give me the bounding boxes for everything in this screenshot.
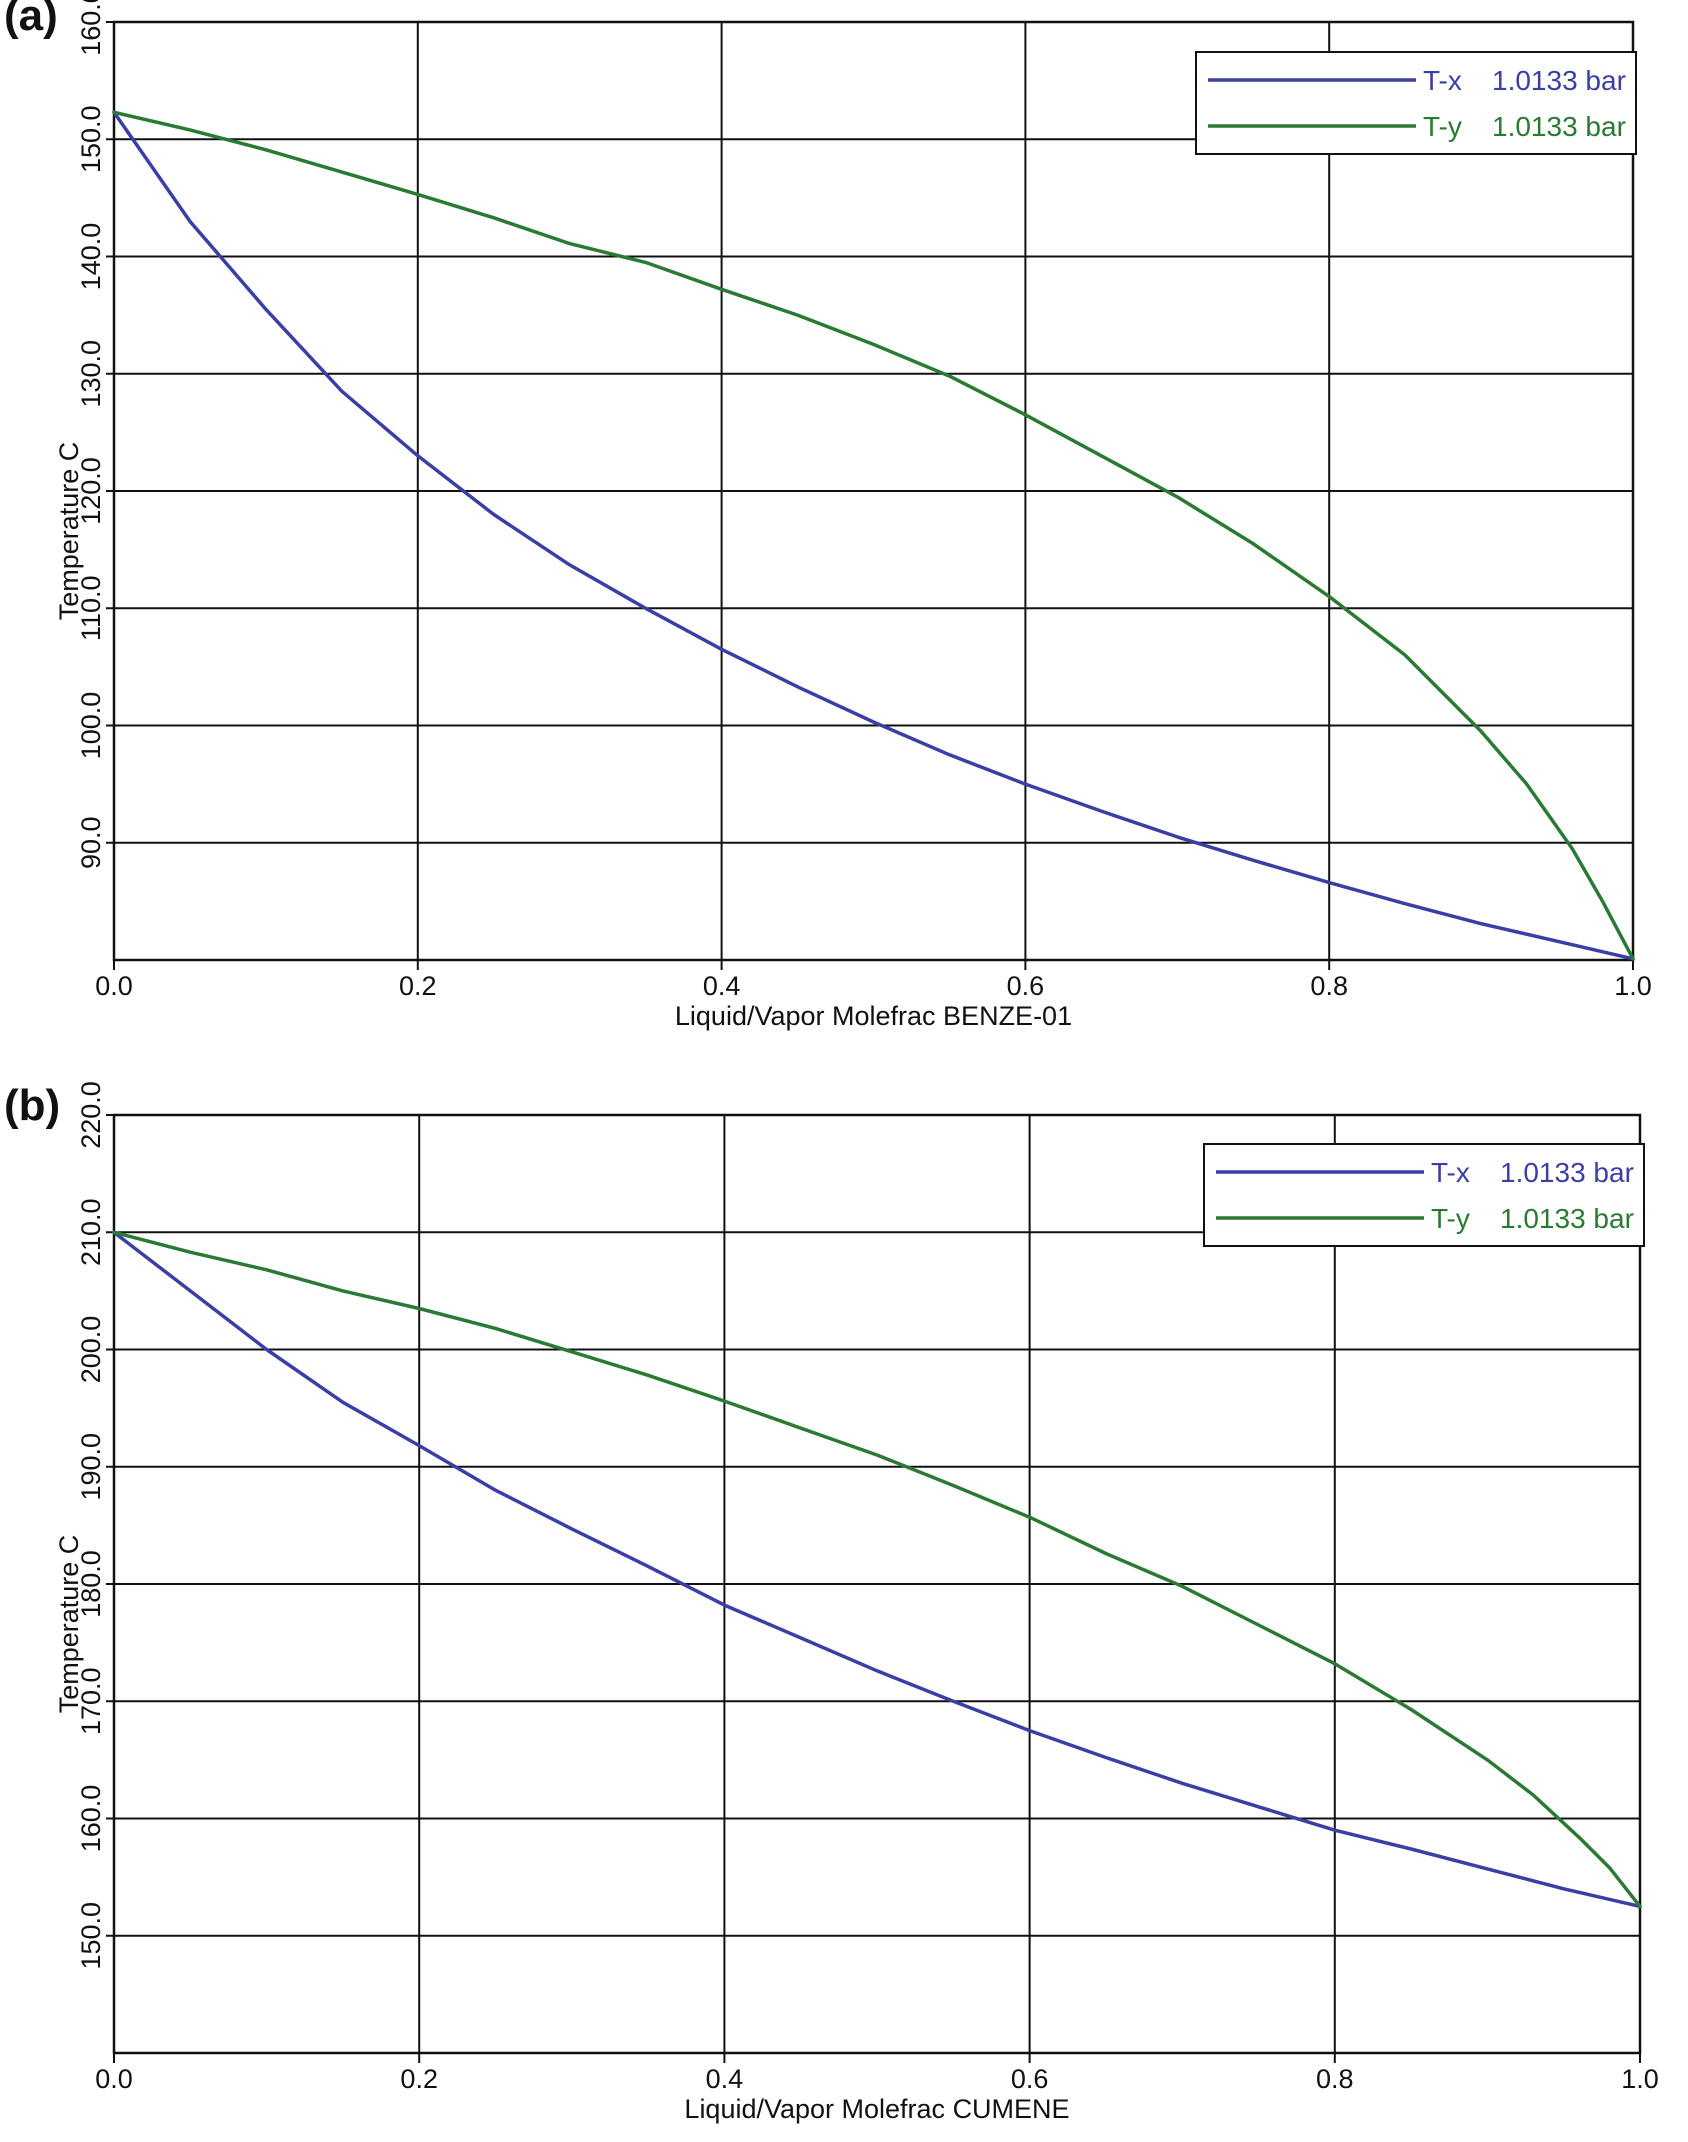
chart-b-x-tick-label: 1.0 [1621,2064,1659,2094]
chart-b-legend-name-ty: T-y [1431,1203,1470,1234]
chart-b-series-ty-line [112,1230,1642,1909]
chart-a-y-tick-label: 150.0 [76,105,106,173]
chart-b-series-tx-line [112,1230,1642,1909]
chart-b-y-tick-label: 200.0 [76,1316,106,1384]
chart-b-x-tick-label: 0.4 [706,2064,744,2094]
chart-b-y-tick-label: 190.0 [76,1433,106,1501]
chart-b-y-tick-label: 160.0 [76,1785,106,1853]
chart-a-panel-label: (a) [4,0,58,40]
chart-a-legend-value-ty: 1.0133 bar [1492,111,1626,142]
chart-a-legend: T-x 1.0133 bar T-y 1.0133 bar [1195,51,1637,155]
chart-b-x-axis-label: Liquid/Vapor Molefrac CUMENE [684,2094,1069,2124]
chart-a-y-axis-label: Temperature C [54,442,84,621]
chart-b-y-tick-label: 170.0 [76,1667,106,1735]
chart-b-legend-value-ty: 1.0133 bar [1500,1203,1634,1234]
chart-a-x-tick-label: 0.0 [95,971,133,1001]
chart-b-y-tick-label: 220.0 [76,1081,106,1149]
chart-b-x-tick-label: 0.0 [95,2064,133,2094]
chart-a-y-tick-label: 120.0 [76,457,106,525]
chart-a-y-tick-label: 140.0 [76,223,106,291]
chart-b-legend-name-tx: T-x [1431,1157,1470,1188]
chart-b-x-tick-label: 0.8 [1316,2064,1354,2094]
chart-b-x-tick-label: 0.2 [400,2064,438,2094]
chart-a-legend-box [1195,51,1637,155]
chart-a-x-tick-label: 0.8 [1310,971,1348,1001]
chart-b-legend: T-x 1.0133 bar T-y 1.0133 bar [1203,1143,1645,1247]
chart-a-y-tick-label: 90.0 [76,816,106,869]
chart-a-x-axis-label: Liquid/Vapor Molefrac BENZE-01 [675,1001,1072,1031]
chart-a-series-tx-line [112,110,1635,961]
chart-a-y-tick-label: 100.0 [76,692,106,760]
chart-a: (a) 0.0 0.2 0.4 0.6 0.8 1.0 90.0 100.0 110.0 120.0… [4,0,1652,1031]
chart-b-panel-label: (b) [4,1081,60,1130]
chart-a-y-tick-label: 110.0 [76,575,106,641]
chart-b-legend-box [1203,1143,1645,1247]
chart-b-y-tick-label: 210.0 [76,1198,106,1266]
chart-a-x-tick-label: 0.4 [703,971,741,1001]
chart-a-legend-value-tx: 1.0133 bar [1492,65,1626,96]
chart-a-series-ty-line [112,110,1635,961]
chart-b-y-tick-label: 180.0 [76,1550,106,1618]
chart-a-x-tick-label: 1.0 [1614,971,1652,1001]
chart-b-y-tick-label: 150.0 [76,1902,106,1970]
chart-a-x-tick-label: 0.6 [1007,971,1045,1001]
chart-a-legend-name-ty: T-y [1423,111,1462,142]
chart-a-legend-name-tx: T-x [1423,65,1462,96]
chart-a-y-tick-label: 130.0 [76,340,106,408]
chart-a-y-tick-label: 160.0 [76,0,106,56]
chart-b: (b) 0.0 0.2 0.4 0.6 0.8 1.0 150.0 160.0 170.0 180.… [4,1081,1659,2124]
chart-b-x-tick-label: 0.6 [1011,2064,1049,2094]
chart-b-legend-value-tx: 1.0133 bar [1500,1157,1634,1188]
chart-b-y-axis-label: Temperature C [54,1535,84,1714]
chart-a-x-tick-label: 0.2 [399,971,437,1001]
